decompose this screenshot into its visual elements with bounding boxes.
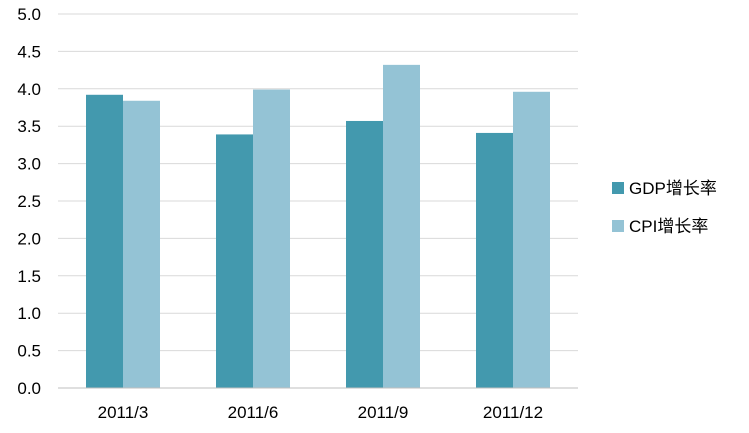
bar-cpi (513, 91, 550, 389)
x-axis-category-labels: 2011/3 2011/6 2011/9 2011/12 (98, 403, 543, 422)
legend-label: GDP增长率 (629, 179, 717, 198)
bar-cpi (123, 100, 160, 388)
y-tick-label: 0.0 (17, 379, 41, 398)
bar-gdp (216, 134, 253, 388)
x-category-label: 2011/6 (228, 403, 279, 422)
bar-cpi (253, 89, 290, 388)
x-category-label: 2011/12 (483, 403, 543, 422)
y-tick-label: 4.0 (17, 80, 41, 99)
legend-label: CPI增长率 (629, 217, 708, 236)
bar-gdp (476, 132, 513, 388)
y-tick-label: 3.0 (17, 155, 41, 174)
x-category-label: 2011/3 (98, 403, 149, 422)
y-tick-label: 4.5 (17, 42, 41, 61)
x-category-label: 2011/9 (358, 403, 409, 422)
bar-gdp (346, 120, 383, 389)
legend-swatch (612, 182, 624, 194)
y-tick-label: 3.5 (17, 117, 41, 136)
legend-swatch (612, 220, 624, 232)
y-tick-label: 0.5 (17, 342, 41, 361)
y-tick-label: 2.5 (17, 192, 41, 211)
bars (86, 64, 550, 389)
y-axis-tick-labels: 0.0 0.5 1.0 1.5 2.0 2.5 3.0 3.5 4.0 4.5 5.0 (17, 5, 41, 398)
y-tick-label: 2.0 (17, 229, 41, 248)
y-tick-label: 1.5 (17, 267, 41, 286)
bar-gdp (86, 94, 123, 388)
legend: GDP增长率 CPI增长率 (612, 179, 717, 236)
bar-cpi (383, 64, 420, 388)
y-tick-label: 1.0 (17, 304, 41, 323)
y-tick-label: 5.0 (17, 5, 41, 24)
